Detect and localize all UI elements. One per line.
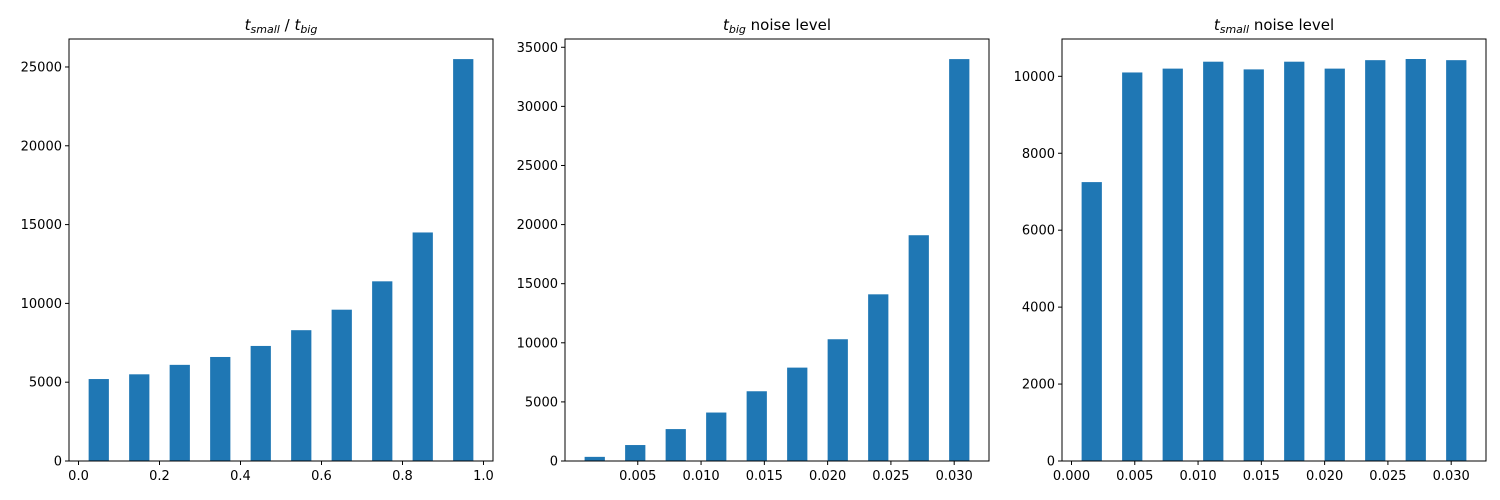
title-text-part: / (280, 16, 295, 34)
x-tick-label: 0.010 (682, 469, 719, 484)
bar (827, 339, 848, 461)
bar (210, 356, 231, 461)
bar (453, 59, 474, 461)
x-tick-label: 0.020 (1306, 469, 1343, 484)
y-tick-label: 35000 (517, 41, 558, 56)
y-tick-label: 20000 (517, 218, 558, 233)
x-tick-label: 0.2 (149, 469, 170, 484)
title-text-part: noise level (1249, 16, 1334, 34)
x-tick-label: 0.0 (68, 469, 89, 484)
x-tick-label: 0.6 (311, 469, 332, 484)
title-subscript: big (300, 23, 317, 36)
bar (331, 309, 352, 461)
y-tick-label: 5000 (29, 376, 62, 391)
y-tick-label: 10000 (517, 336, 558, 351)
y-tick-label: 10000 (1014, 70, 1055, 85)
y-tick-label: 2000 (1022, 378, 1055, 393)
bar (746, 391, 767, 461)
y-tick-label: 6000 (1022, 224, 1055, 239)
bar (949, 59, 970, 461)
bar (1284, 61, 1305, 462)
y-tick-label: 10000 (21, 297, 62, 312)
x-tick-label: 0.025 (1369, 469, 1406, 484)
chart-title: tsmall / tbig (245, 16, 318, 36)
x-tick-label: 0.005 (1116, 469, 1153, 484)
y-tick-label: 15000 (21, 218, 62, 233)
title-symbol: t (1214, 16, 1221, 34)
x-tick-label: 0.020 (809, 469, 846, 484)
bar (1365, 60, 1386, 461)
chart-ratio-histogram: 0.0 0.2 0.4 0.6 0.8 1.0 0 5000 10000 15000 20000 25… (21, 16, 494, 484)
bar (129, 374, 150, 461)
y-tick-label: 25000 (21, 60, 62, 75)
title-symbol: t (723, 16, 730, 34)
y-tick-label: 0 (1047, 455, 1055, 470)
chart-title: tsmall noise level (1214, 16, 1334, 36)
y-tick-label: 0 (54, 455, 62, 470)
x-tick-label: 0.005 (619, 469, 656, 484)
title-symbol: t (245, 16, 252, 34)
y-tick-label: 25000 (517, 159, 558, 174)
title-subscript: big (729, 23, 746, 36)
x-tick-label: 0.015 (746, 469, 783, 484)
x-tick-label: 0.010 (1179, 469, 1216, 484)
bar (1162, 68, 1183, 461)
bar (1081, 182, 1102, 461)
bar (291, 330, 312, 461)
axes-frame (564, 38, 990, 462)
y-tick-label: 4000 (1022, 301, 1055, 316)
axes-frame (1061, 38, 1487, 462)
bar (250, 345, 271, 461)
bar (88, 379, 109, 461)
axes-frame (68, 38, 494, 462)
bar (665, 429, 686, 461)
x-tick-label: 0.015 (1243, 469, 1280, 484)
bar (1122, 72, 1143, 461)
title-subscript: small (1220, 23, 1249, 36)
bar (1243, 69, 1264, 462)
x-tick-label: 1.0 (473, 469, 494, 484)
bar (908, 235, 929, 461)
y-tick-label: 15000 (517, 277, 558, 292)
title-subscript: small (251, 23, 280, 36)
y-tick-label: 5000 (525, 395, 558, 410)
bar (787, 367, 808, 461)
y-tick-label: 20000 (21, 139, 62, 154)
bar (1203, 61, 1224, 462)
bar (1405, 59, 1426, 461)
x-tick-label: 0.030 (936, 469, 973, 484)
bar (169, 364, 190, 461)
title-symbol: t (294, 16, 301, 34)
bar (1446, 60, 1467, 461)
bar (706, 412, 727, 461)
x-tick-label: 0.000 (1053, 469, 1090, 484)
chart-tbig-noise-histogram: 0.005 0.010 0.015 0.020 0.025 0.030 0 5000 10000… (517, 16, 990, 484)
title-text-part: noise level (746, 16, 831, 34)
bar (625, 445, 646, 461)
y-tick-label: 8000 (1022, 147, 1055, 162)
bar (412, 232, 433, 461)
x-tick-label: 0.4 (230, 469, 251, 484)
x-tick-label: 0.030 (1433, 469, 1470, 484)
y-tick-label: 30000 (517, 100, 558, 115)
bar (372, 281, 393, 461)
y-tick-label: 0 (550, 455, 558, 470)
x-tick-label: 0.8 (392, 469, 413, 484)
x-tick-label: 0.025 (872, 469, 909, 484)
chart-title: tbig noise level (723, 16, 831, 36)
bar (584, 456, 605, 461)
bar (868, 294, 889, 461)
bar (1324, 68, 1345, 461)
chart-tsmall-noise-histogram: 0.000 0.005 0.010 0.015 0.020 0.025 0.030 0 2000… (1014, 16, 1487, 484)
